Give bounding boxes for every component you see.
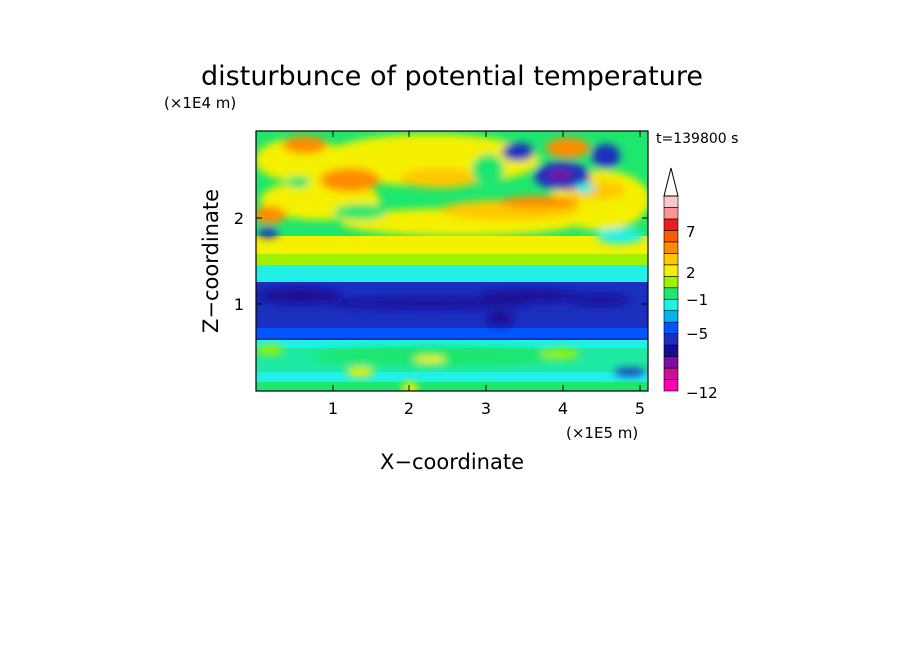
colorbar-swatch (663, 218, 679, 231)
x-ticks (332, 131, 641, 391)
x-axis-label: X−coordinate (380, 450, 524, 474)
x-tick-label: 4 (558, 399, 568, 418)
band-yellow (256, 236, 648, 254)
colorbar-swatch (663, 241, 679, 254)
colorbar-swatch (663, 333, 679, 346)
time-label: t=139800 s (656, 131, 738, 147)
x-tick-label: 1 (328, 399, 338, 418)
colorbar-tick-label: −12 (686, 384, 718, 402)
colorbar-tick-label: −5 (686, 325, 708, 343)
colorbar-swatch (663, 195, 679, 208)
colorbar-swatch (663, 298, 679, 312)
colorbar-extend-arrow (663, 167, 679, 197)
colorbar-tick-label: 7 (686, 223, 696, 241)
plot-area (256, 131, 648, 391)
colorbar (663, 167, 679, 392)
y-axis-label: Z−coordinate (199, 189, 223, 333)
colorbar-tick-label: −1 (686, 291, 708, 309)
x-scale-label: (×1E5 m) (566, 424, 638, 442)
plot-frame (255, 130, 649, 392)
colorbar-swatch (663, 264, 679, 277)
colorbar-swatch (663, 253, 679, 266)
chart-title: disturbunce of potential temperature (201, 61, 703, 92)
colorbar-swatch (663, 344, 679, 357)
band-upper-cyan (256, 262, 648, 284)
colorbar-swatch (663, 287, 679, 300)
y-tick-label: 2 (234, 209, 244, 228)
colorbar-tick-label: 2 (686, 264, 696, 282)
patches (256, 134, 648, 391)
colorbar-swatch (663, 356, 679, 369)
y-tick-label: 1 (234, 295, 244, 314)
band-blue-light (256, 328, 648, 338)
colorbar-swatch (663, 230, 679, 243)
x-tick-label: 3 (481, 399, 491, 418)
y-scale-label: (×1E4 m) (164, 94, 236, 112)
x-tick-label: 2 (404, 399, 414, 418)
colorbar-swatch (663, 367, 679, 380)
colorbar-swatch (663, 207, 679, 220)
x-tick-label: 5 (635, 399, 645, 418)
colorbar-swatch (663, 321, 679, 334)
band-lightgreen (256, 251, 648, 265)
colorbar-swatch (663, 310, 679, 323)
colorbar-swatch (663, 275, 679, 289)
y-ticks (256, 217, 648, 305)
colorbar-swatch (663, 379, 679, 392)
